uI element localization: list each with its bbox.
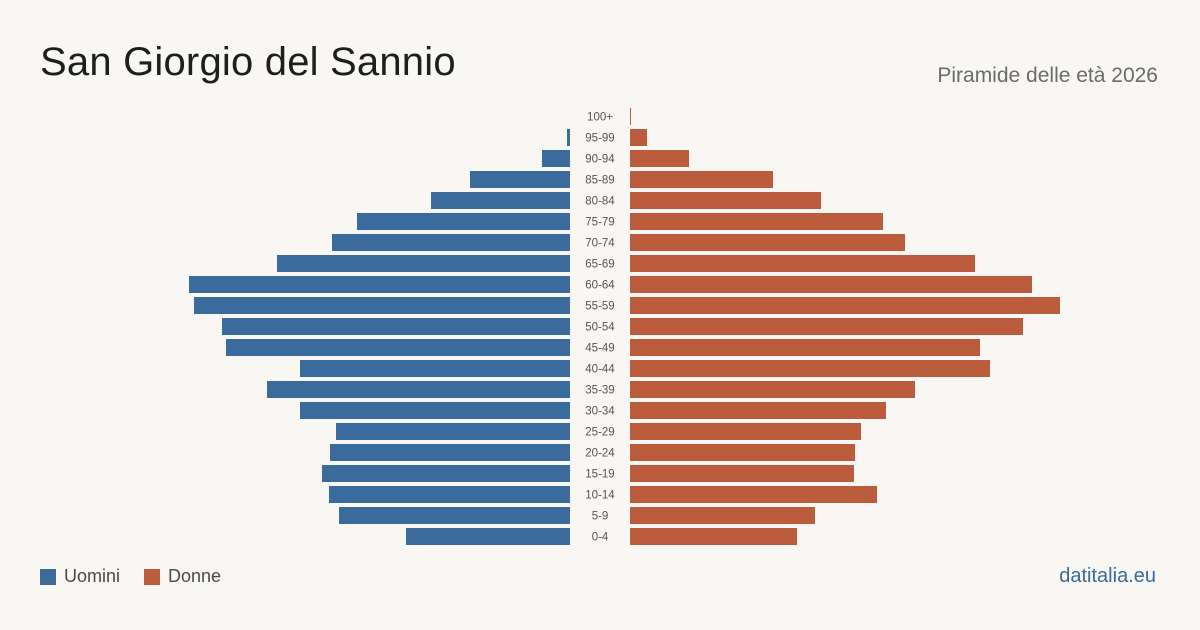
age-label: 40-44 xyxy=(585,364,615,376)
bar-women-30-34 xyxy=(630,402,886,419)
bar-men-75-79 xyxy=(357,213,570,230)
bar-men-80-84 xyxy=(431,192,570,209)
bar-women-100+ xyxy=(630,108,631,125)
legend-label-women: Donne xyxy=(168,566,222,586)
age-label: 90-94 xyxy=(585,154,615,166)
bar-men-60-64 xyxy=(189,276,570,293)
bar-women-70-74 xyxy=(630,234,905,251)
age-label: 95-99 xyxy=(585,133,614,145)
bar-men-30-34 xyxy=(300,402,570,419)
age-label: 80-84 xyxy=(585,196,615,208)
age-label: 35-39 xyxy=(585,385,614,397)
bar-men-50-54 xyxy=(222,318,570,335)
age-label: 30-34 xyxy=(585,406,615,418)
chart-subtitle: Piramide delle età 2026 xyxy=(937,64,1158,87)
age-label: 60-64 xyxy=(585,280,615,292)
legend: Uomini Donne xyxy=(40,566,237,587)
age-label: 75-79 xyxy=(585,217,614,229)
bar-men-85-89 xyxy=(470,171,570,188)
bar-women-5-9 xyxy=(630,507,815,524)
bar-men-90-94 xyxy=(542,150,570,167)
bar-women-95-99 xyxy=(630,129,647,146)
legend-item-women: Donne xyxy=(144,566,221,587)
bar-men-35-39 xyxy=(267,381,570,398)
legend-swatch-men xyxy=(40,568,56,585)
bar-women-90-94 xyxy=(630,150,689,167)
bar-women-65-69 xyxy=(630,255,975,272)
bar-men-25-29 xyxy=(336,423,570,440)
age-label: 15-19 xyxy=(585,469,614,481)
bar-men-20-24 xyxy=(330,444,570,461)
source-link[interactable]: datitalia.eu xyxy=(1059,565,1156,587)
legend-swatch-women xyxy=(144,568,161,585)
bar-women-80-84 xyxy=(630,192,821,209)
bar-women-55-59 xyxy=(630,297,1060,314)
age-label: 85-89 xyxy=(585,175,614,187)
bar-women-25-29 xyxy=(630,423,861,440)
bar-women-0-4 xyxy=(630,528,797,545)
age-label: 65-69 xyxy=(585,259,614,271)
bar-women-50-54 xyxy=(630,318,1023,335)
legend-item-men: Uomini xyxy=(40,566,120,587)
bar-women-85-89 xyxy=(630,171,773,188)
bar-women-35-39 xyxy=(630,381,915,398)
age-label: 5-9 xyxy=(592,511,609,523)
bar-women-15-19 xyxy=(630,465,854,482)
bar-men-65-69 xyxy=(277,255,570,272)
legend-label-men: Uomini xyxy=(64,566,121,586)
bar-women-45-49 xyxy=(630,339,980,356)
bar-women-20-24 xyxy=(630,444,855,461)
age-label: 50-54 xyxy=(585,322,615,334)
bar-men-95-99 xyxy=(567,129,570,146)
age-label: 25-29 xyxy=(585,427,614,439)
age-label: 0-4 xyxy=(592,532,609,544)
bar-men-10-14 xyxy=(329,486,570,503)
bar-men-70-74 xyxy=(332,234,570,251)
bar-women-60-64 xyxy=(630,276,1032,293)
bar-women-40-44 xyxy=(630,360,990,377)
bar-men-45-49 xyxy=(226,339,570,356)
age-label: 55-59 xyxy=(585,301,614,313)
age-label: 45-49 xyxy=(585,343,614,355)
bar-men-5-9 xyxy=(339,507,570,524)
bar-men-55-59 xyxy=(194,297,570,314)
bar-men-0-4 xyxy=(406,528,570,545)
bar-men-40-44 xyxy=(300,360,570,377)
bar-women-10-14 xyxy=(630,486,877,503)
age-label: 10-14 xyxy=(585,490,615,502)
age-label: 20-24 xyxy=(585,448,615,460)
age-label: 100+ xyxy=(587,112,613,124)
bar-women-75-79 xyxy=(630,213,883,230)
bar-men-15-19 xyxy=(322,465,570,482)
age-label: 70-74 xyxy=(585,238,615,250)
page-title: San Giorgio del Sannio xyxy=(40,40,456,84)
